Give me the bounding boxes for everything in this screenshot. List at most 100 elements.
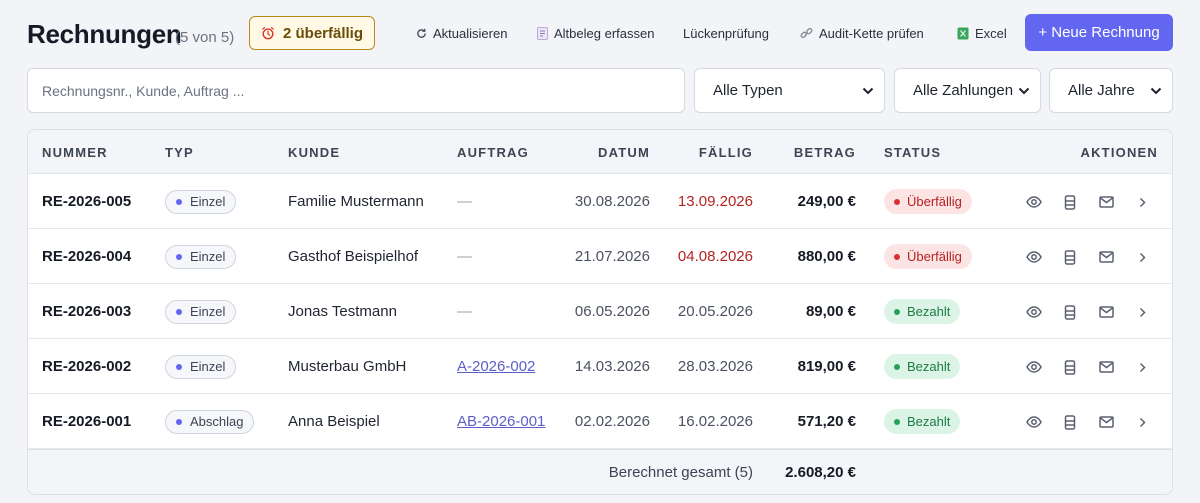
type-filter-select[interactable]: Alle Typen bbox=[694, 68, 885, 113]
type-label: Abschlag bbox=[190, 414, 244, 429]
mail-icon[interactable] bbox=[1097, 193, 1115, 211]
customer-name: Jonas Testmann bbox=[288, 303, 397, 320]
view-icon[interactable] bbox=[1025, 193, 1043, 211]
due-date: 04.08.2026 bbox=[677, 248, 753, 265]
due-date: 16.02.2026 bbox=[677, 413, 753, 430]
invoice-date: 30.08.2026 bbox=[574, 193, 650, 210]
table-row[interactable]: RE-2026-002 Einzel Musterbau GmbH A-2026… bbox=[28, 339, 1172, 394]
status-label: Bezahlt bbox=[907, 359, 951, 374]
chevron-down-icon bbox=[1150, 87, 1162, 94]
mail-icon[interactable] bbox=[1097, 413, 1115, 431]
table-footer: Berechnet gesamt (5) 2.608,20 € bbox=[28, 449, 1172, 494]
column-header-faellig[interactable]: FÄLLIG bbox=[698, 145, 753, 160]
invoice-amount: 571,20 € bbox=[797, 413, 856, 430]
due-date: 20.05.2026 bbox=[677, 303, 753, 320]
invoice-amount: 89,00 € bbox=[805, 303, 856, 320]
overdue-filter-button[interactable]: 2 überfällig bbox=[249, 16, 375, 50]
view-icon[interactable] bbox=[1025, 248, 1043, 266]
print-icon[interactable] bbox=[1061, 193, 1079, 211]
table-header: NUMMER TYP KUNDE AUFTRAG DATUM FÄLLIG BE… bbox=[28, 130, 1172, 174]
mail-icon[interactable] bbox=[1097, 358, 1115, 376]
search-input[interactable] bbox=[42, 82, 670, 99]
excel-icon bbox=[957, 27, 969, 40]
mail-icon[interactable] bbox=[1097, 303, 1115, 321]
chevron-right-icon[interactable] bbox=[1133, 413, 1151, 431]
chevron-right-icon[interactable] bbox=[1133, 358, 1151, 376]
overdue-label: 2 überfällig bbox=[282, 24, 364, 42]
print-icon[interactable] bbox=[1061, 413, 1079, 431]
chevron-right-icon[interactable] bbox=[1133, 193, 1151, 211]
table-row[interactable]: RE-2026-001 Abschlag Anna Beispiel AB-20… bbox=[28, 394, 1172, 449]
chevron-right-icon[interactable] bbox=[1133, 303, 1151, 321]
column-header-auftrag[interactable]: AUFTRAG bbox=[457, 145, 529, 160]
status-label: Bezahlt bbox=[907, 304, 951, 319]
print-icon[interactable] bbox=[1061, 248, 1079, 266]
status-label: Überfällig bbox=[907, 249, 962, 264]
view-icon[interactable] bbox=[1025, 413, 1043, 431]
gap-check-button[interactable]: Lückenprüfung bbox=[683, 20, 769, 46]
chevron-right-icon[interactable] bbox=[1133, 248, 1151, 266]
invoice-date: 21.07.2026 bbox=[574, 248, 650, 265]
invoice-date: 14.03.2026 bbox=[574, 358, 650, 375]
type-label: Einzel bbox=[190, 304, 226, 319]
new-invoice-button[interactable]: + Neue Rechnung bbox=[1025, 14, 1173, 51]
status-label: Bezahlt bbox=[907, 414, 951, 429]
audit-chain-label: Audit-Kette prüfen bbox=[819, 25, 924, 41]
status-badge: Bezahlt bbox=[884, 299, 961, 324]
invoice-amount: 819,00 € bbox=[797, 358, 856, 375]
type-filter-value: Alle Typen bbox=[713, 82, 783, 99]
type-badge: Einzel bbox=[165, 299, 237, 324]
page-header: Rechnungen (5 von 5) 2 überfällig Aktual… bbox=[27, 14, 1173, 52]
column-header-datum[interactable]: DATUM bbox=[598, 145, 650, 160]
type-cell: Abschlag bbox=[165, 394, 255, 449]
column-header-typ[interactable]: TYP bbox=[165, 145, 194, 160]
search-field[interactable] bbox=[27, 68, 685, 113]
status-cell: Bezahlt bbox=[884, 284, 961, 339]
chevron-down-icon bbox=[862, 87, 874, 94]
table-row[interactable]: RE-2026-004 Einzel Gasthof Beispielhof —… bbox=[28, 229, 1172, 284]
status-badge: Überfällig bbox=[884, 244, 972, 269]
total-amount: 2.608,20 € bbox=[785, 464, 856, 481]
view-icon[interactable] bbox=[1025, 303, 1043, 321]
status-badge: Bezahlt bbox=[884, 409, 961, 434]
refresh-label: Aktualisieren bbox=[433, 25, 508, 41]
order-link[interactable]: AB-2026-001 bbox=[457, 413, 546, 430]
column-header-nummer[interactable]: NUMMER bbox=[42, 145, 108, 160]
print-icon[interactable] bbox=[1061, 358, 1079, 376]
status-dot bbox=[894, 253, 900, 260]
page-title: Rechnungen bbox=[27, 19, 182, 49]
customer-name: Musterbau GmbH bbox=[288, 358, 407, 375]
status-dot bbox=[894, 363, 900, 370]
table-row[interactable]: RE-2026-003 Einzel Jonas Testmann — 06.0… bbox=[28, 284, 1172, 339]
excel-label: Excel bbox=[975, 25, 1007, 41]
invoice-number: RE-2026-005 bbox=[42, 193, 132, 210]
excel-export-button[interactable]: Excel bbox=[957, 20, 1007, 46]
legacy-receipt-button[interactable]: Altbeleg erfassen bbox=[537, 20, 654, 46]
type-dot bbox=[176, 253, 182, 260]
table-row[interactable]: RE-2026-005 Einzel Familie Mustermann — … bbox=[28, 174, 1172, 229]
column-header-status[interactable]: STATUS bbox=[884, 145, 942, 160]
refresh-icon bbox=[416, 28, 427, 39]
status-cell: Überfällig bbox=[884, 174, 972, 229]
type-dot bbox=[176, 308, 182, 315]
gap-check-label: Lückenprüfung bbox=[683, 25, 770, 41]
invoice-date: 02.02.2026 bbox=[574, 413, 650, 430]
year-filter-select[interactable]: Alle Jahre bbox=[1049, 68, 1173, 113]
document-icon bbox=[537, 26, 548, 40]
print-icon[interactable] bbox=[1061, 303, 1079, 321]
refresh-button[interactable]: Aktualisieren bbox=[416, 20, 507, 46]
audit-chain-button[interactable]: Audit-Kette prüfen bbox=[800, 20, 924, 46]
type-cell: Einzel bbox=[165, 174, 237, 229]
invoice-date: 06.05.2026 bbox=[574, 303, 650, 320]
column-header-kunde[interactable]: KUNDE bbox=[288, 145, 341, 160]
invoice-table: NUMMER TYP KUNDE AUFTRAG DATUM FÄLLIG BE… bbox=[27, 129, 1173, 495]
mail-icon[interactable] bbox=[1097, 248, 1115, 266]
order-link[interactable]: A-2026-002 bbox=[457, 358, 536, 375]
status-cell: Überfällig bbox=[884, 229, 972, 284]
payment-filter-select[interactable]: Alle Zahlungen bbox=[894, 68, 1041, 113]
column-header-betrag[interactable]: BETRAG bbox=[793, 145, 856, 160]
view-icon[interactable] bbox=[1025, 358, 1043, 376]
alarm-clock-icon bbox=[262, 26, 274, 40]
invoice-number: RE-2026-002 bbox=[42, 358, 132, 375]
type-dot bbox=[176, 363, 182, 370]
